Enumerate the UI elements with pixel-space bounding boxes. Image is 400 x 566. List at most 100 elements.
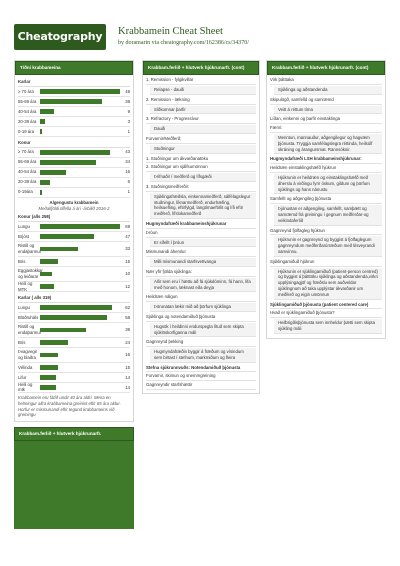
bar-row: Eggjastokkar og leiðarar 10 (18, 267, 130, 283)
bar-fill (40, 160, 96, 165)
sheet-url-link[interactable]: cheatography.com/162386/cs/34370/ (160, 40, 249, 46)
author-link[interactable]: doramarin (125, 40, 151, 46)
bar-fill (40, 190, 42, 195)
bar-fill (40, 109, 55, 114)
bar-row: Ristill og endaþarmur 39 (18, 323, 130, 338)
box-heading: Krabbam.ferlið + hlutverk hjúkrunarfr. (… (143, 61, 259, 76)
item-detail: Þrifnaðir í meðferð og lífsgæði (150, 173, 256, 182)
box-heading: Krabbam.ferlið + hlutverk hjúkrunarfr. (14, 427, 134, 442)
box-body-dark (14, 441, 134, 530)
section-title: Karlar ( alls 319) (18, 294, 130, 303)
footnote: Krabbamein eru fátíð undir 40 ára aldri.… (18, 394, 121, 418)
item-label: Skipulögð, samfelld og samræmd (270, 96, 382, 105)
bar-row: 55-69 ára 38 (18, 97, 130, 107)
bar-label: 0-19 ára (18, 128, 35, 134)
bar-fill (40, 305, 112, 310)
bar-fill (40, 271, 52, 277)
bar-track (40, 365, 120, 370)
item-detail: Hugmyndafræðin byggir á fræðum og vísind… (150, 348, 256, 363)
item-detail: Hjúkrunin er sjúklingamiðuð (patient-per… (274, 267, 382, 300)
bar-value: 43 (125, 149, 130, 155)
process-box-cont: Krabbam.ferlið + hlutverk hjúkrunarfr. (… (142, 60, 260, 395)
item-detail: Sjúklinga og aðstandenda (274, 85, 382, 95)
bar-row: Þvagvegir og blaðra 16 (18, 348, 130, 363)
item-label: Færni: (270, 124, 382, 133)
bar-row: 40-54 ára 9 (18, 107, 130, 117)
bar-fill (40, 129, 42, 134)
bar-label: 40-54 ára (18, 169, 37, 175)
bar-label: Heili og mtk (18, 381, 33, 393)
item-label: 3. Refractory - Progressívur (146, 115, 256, 125)
item-label: Sjúklinga og notendamiðuð þjónusta (146, 313, 256, 322)
column-2: Krabbam.ferlið + hlutverk hjúkrunarfr. (… (142, 60, 260, 399)
bar-label: Vélinda (18, 364, 33, 370)
item-label: Heildræn nálgun (146, 293, 256, 303)
bar-value: 15 (125, 258, 130, 264)
bar-track (40, 150, 120, 155)
bar-label: Bris (18, 258, 26, 264)
item-detail: Hjúkrunin er heildræn og einstaklingshæf… (274, 173, 382, 195)
item-detail: Dauði (150, 125, 256, 134)
bar-row: Heili og mtk 14 (18, 381, 130, 393)
bar-fill (40, 89, 120, 94)
bar-value: 10 (125, 271, 130, 277)
bar-track (40, 89, 120, 94)
bar-row: 0-19 ára 1 (18, 127, 130, 137)
item-detail: Allir sem eru í hættu að fá sjúkdóminn, … (150, 277, 256, 293)
column-3: Krabbam.ferlið + hlutverk hjúkrunarfr. (… (266, 60, 386, 344)
bar-label: Blöðruháls (18, 314, 39, 320)
bar-fill (40, 315, 108, 320)
section-title: Karlar (18, 78, 130, 87)
item-label: Líðan, einkenni og þarfir einstaklinga (270, 115, 382, 125)
item-label: Gagnreynd fjölfagleg hjúkrun (270, 227, 382, 236)
item-detail: Hugsök í heildinni endurspegla lítuð sem… (150, 322, 256, 338)
bar-fill (40, 385, 56, 390)
item-label: Gagnreynd þekking (146, 338, 256, 348)
bar-track (40, 180, 120, 185)
bar-row: Bris 15 (18, 257, 130, 268)
bar-label: Ristill og endaþarmur (18, 324, 42, 335)
bar-track (40, 259, 120, 264)
bar-fill (40, 375, 56, 380)
box-heading: Krabbam.ferlið + hlutverk hjúkrunarfr. (… (267, 61, 385, 76)
item-label: 1. Stuðningur um ákvarðanatöku (146, 155, 256, 164)
bar-row: 40-54 ára 16 (18, 168, 130, 178)
item-label: Sjúklingamiðuð hjúkrun (270, 258, 382, 267)
page-title: Krabbamein Cheat Sheet (118, 26, 223, 37)
bar-value: 14 (125, 374, 130, 380)
bar-row: Lungu 62 (18, 303, 130, 313)
item-label: Þróun (146, 229, 256, 238)
bar-track (40, 129, 120, 134)
bar-value: 69 (125, 223, 130, 229)
item-heading: Stefna sjúkrunnvuðs: Notendamiðuð þjónus… (146, 364, 256, 373)
item-label: 2. Stuðningur um sjálfsumönnun (146, 163, 256, 173)
process-box: Krabbam.ferlið + hlutverk hjúkrunarfr. (14, 427, 134, 530)
bar-label: 0-19ára (18, 189, 33, 195)
bar-track (40, 271, 120, 277)
item-detail: Stuðningur (150, 144, 256, 154)
bar-value: 33 (125, 246, 130, 252)
byline-by: by (118, 40, 124, 46)
item-label: Forvarnir, skimun og snemmgreining (146, 372, 256, 382)
bar-label: Heili og MTK (18, 280, 33, 292)
bar-value: 16 (125, 352, 130, 358)
bar-row: ≥ 70 ára 49 (18, 87, 130, 97)
subsection-title: Algengustu krabbamein (49, 199, 99, 205)
bar-value: 15 (125, 364, 130, 370)
bar-label: 40-54 ára (18, 108, 37, 114)
bar-label: Brjóst (18, 233, 29, 239)
item-detail: Sjúklingafræðsla, einkennameðferð, sálfé… (150, 192, 256, 219)
bar-track (40, 119, 120, 124)
cheatography-logo[interactable]: Cheatography (14, 24, 106, 50)
bar-track (40, 170, 120, 175)
item-detail: Heilbrigðisþjónusta sem innheldur þætti … (274, 319, 382, 334)
incidence-box: Tíðni krabbameina Karlar ≥ 70 ára 49 55-69… (14, 60, 134, 423)
bar-fill (40, 180, 50, 185)
bar-row: 20-39 ára 3 (18, 117, 130, 127)
bar-track (40, 385, 120, 390)
item-detail: Milli mismunandi starfsvettvanga (150, 258, 256, 267)
bar-fill (40, 327, 86, 333)
bar-track (40, 190, 120, 195)
bar-fill (40, 340, 68, 345)
bar-row: 55-69 ára 34 (18, 158, 130, 168)
